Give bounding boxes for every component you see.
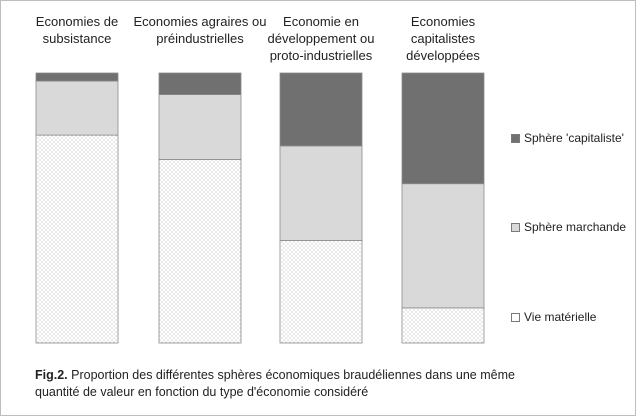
legend-swatch (511, 312, 520, 322)
legend-swatch (511, 222, 520, 232)
bar-segment-3-cat-3 (279, 72, 363, 147)
bar-segment-1-cat-4 (401, 307, 485, 344)
bar-segment-1-cat-1 (35, 134, 119, 344)
bar-segment-1-cat-3 (279, 239, 363, 344)
bar-segment-2-cat-3 (279, 145, 363, 241)
legend-label: Sphère 'capitaliste' (524, 131, 624, 145)
bar-segment-2-cat-1 (35, 80, 119, 136)
figure-caption: Fig.2. Proportion des différentes sphère… (35, 367, 555, 401)
legend-item: Sphère marchande (511, 220, 626, 234)
category-label: Economies de subsistance (35, 14, 119, 46)
bar-segment-3-cat-4 (401, 72, 485, 185)
bar-segment-1-cat-2 (158, 158, 242, 344)
bar-segment-2-cat-4 (401, 183, 485, 309)
legend-swatch (511, 133, 520, 143)
category-label: Economies agraires ou préindustrielles (133, 14, 267, 46)
legend-item: Vie matérielle (511, 310, 596, 324)
caption-text: Proportion des différentes sphères écono… (35, 368, 515, 399)
bar-segment-3-cat-1 (35, 72, 119, 82)
legend-item: Sphère 'capitaliste' (511, 131, 624, 145)
legend-label: Sphère marchande (524, 220, 627, 234)
category-label: Economie en développement ou proto-indus… (267, 14, 375, 63)
legend-label: Vie matérielle (524, 310, 597, 324)
bar-segment-2-cat-2 (158, 94, 242, 160)
category-label: Economies capitalistes développées (406, 14, 480, 63)
bar-segment-3-cat-2 (158, 72, 242, 96)
caption-prefix: Fig.2. (35, 368, 68, 382)
